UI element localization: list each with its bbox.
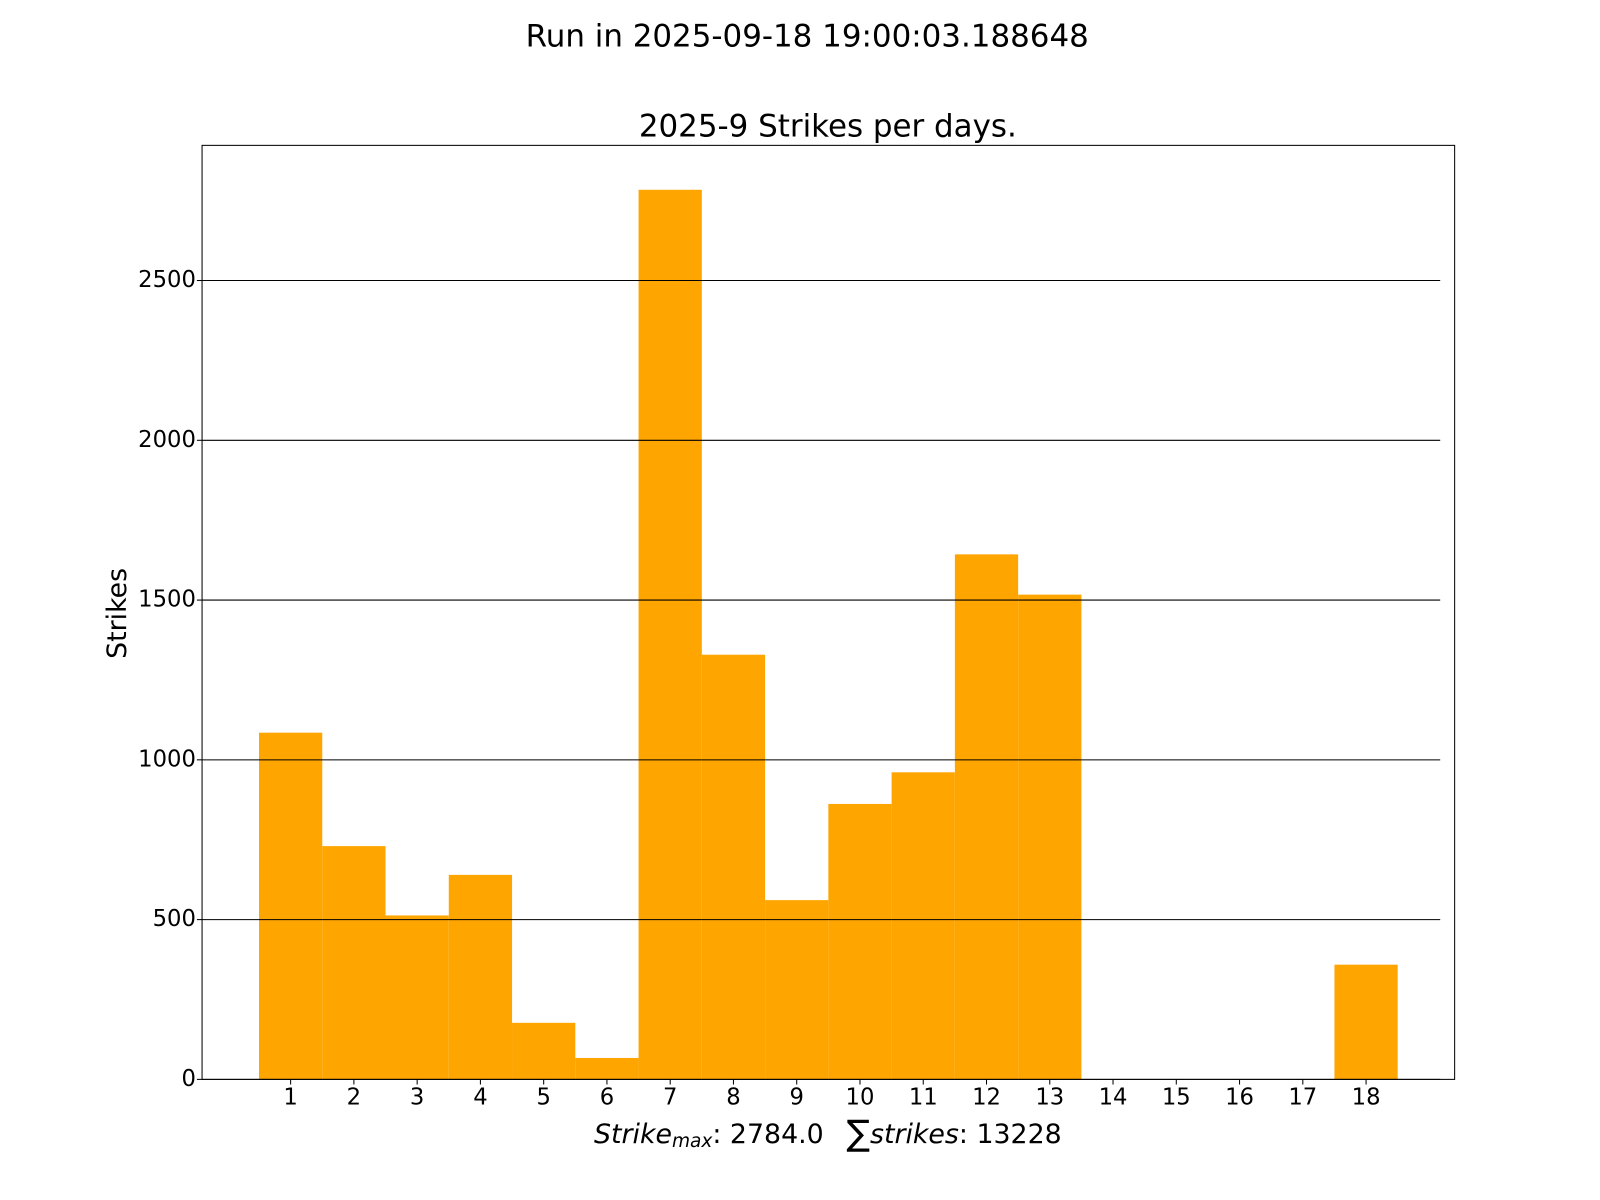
x-tick-label: 14 [1099, 1084, 1128, 1110]
x-tick-label: 10 [846, 1084, 875, 1110]
x-tick-label: 4 [473, 1084, 487, 1110]
x-tick-label: 15 [1162, 1084, 1191, 1110]
sum-value: 13228 [976, 1119, 1061, 1150]
bar [638, 189, 702, 1080]
bar [954, 554, 1019, 1080]
max-sub: max [672, 1131, 713, 1152]
bar [891, 772, 955, 1080]
plot-frame [201, 144, 1456, 1080]
x-tick-label: 2 [347, 1084, 361, 1110]
y-tick-label: 2500 [138, 267, 196, 293]
x-tick-label: 1 [283, 1084, 297, 1110]
sum-label: strikes [870, 1119, 959, 1150]
x-tick-label: 16 [1225, 1084, 1254, 1110]
x-axis-label: Strikemax: 2784.0 ∑strikes: 13228 [594, 1113, 1062, 1154]
x-tick-label: 6 [600, 1084, 614, 1110]
bar [1334, 964, 1398, 1080]
bar [765, 900, 829, 1080]
bar [385, 915, 449, 1080]
x-tick-label: 7 [663, 1084, 677, 1110]
x-tick-label: 12 [972, 1084, 1001, 1110]
bar [448, 874, 513, 1080]
bar [828, 803, 892, 1080]
x-tick-label: 5 [536, 1084, 550, 1110]
chart-title: 2025-9 Strikes per days. [639, 108, 1017, 144]
y-tick-label: 1000 [138, 746, 196, 772]
y-tick-label: 500 [153, 906, 196, 932]
bar [701, 654, 766, 1080]
bar [1018, 594, 1082, 1080]
x-tick-label: 3 [410, 1084, 424, 1110]
x-tick-label: 9 [790, 1084, 804, 1110]
y-axis-label: Strikes [102, 568, 133, 659]
y-tick-label: 1500 [138, 587, 196, 613]
y-tick-label: 2000 [138, 427, 196, 453]
x-tick-label: 18 [1352, 1084, 1381, 1110]
max-value: 2784.0 [730, 1119, 824, 1150]
sum-symbol: ∑ [846, 1113, 870, 1154]
y-tick-label: 0 [181, 1066, 195, 1092]
x-tick-label: 8 [726, 1084, 740, 1110]
separator: : [959, 1119, 977, 1150]
bar [322, 846, 386, 1080]
separator: : [712, 1119, 730, 1150]
x-tick-label: 17 [1288, 1084, 1317, 1110]
x-tick-label: 11 [909, 1084, 938, 1110]
max-label: Strike [594, 1119, 672, 1150]
bar [575, 1057, 639, 1080]
x-tick-label: 13 [1035, 1084, 1064, 1110]
suptitle: Run in 2025-09-18 19:00:03.188648 [526, 19, 1089, 55]
bar [512, 1022, 576, 1080]
bar [258, 732, 323, 1080]
